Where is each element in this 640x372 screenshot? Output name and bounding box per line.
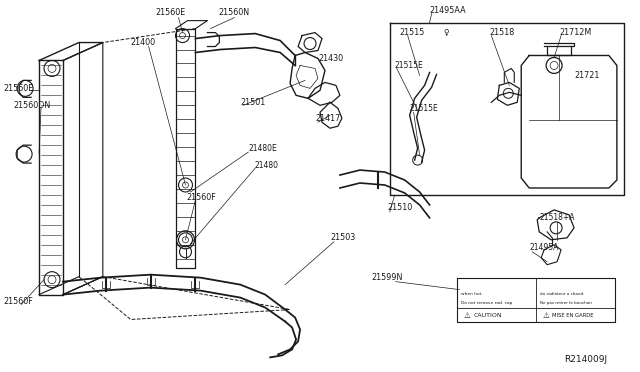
Text: 21503: 21503: [330, 233, 355, 242]
Text: 21417: 21417: [315, 114, 340, 123]
Text: 21560DN: 21560DN: [13, 101, 51, 110]
Text: ⚠: ⚠: [542, 311, 549, 320]
Text: 21515E: 21515E: [395, 61, 424, 70]
Text: 21518: 21518: [490, 28, 515, 37]
Text: R214009J: R214009J: [564, 355, 607, 364]
Text: CAUTION: CAUTION: [474, 313, 502, 318]
Text: 21560E: 21560E: [156, 8, 186, 17]
Text: 21400: 21400: [131, 38, 156, 47]
Text: 21599N: 21599N: [372, 273, 403, 282]
Text: 21721: 21721: [574, 71, 600, 80]
Text: du radiateur a chaud.: du radiateur a chaud.: [540, 292, 584, 296]
Text: 21480E: 21480E: [248, 144, 277, 153]
Text: 21560F: 21560F: [3, 297, 33, 306]
Text: 21518+A: 21518+A: [539, 214, 575, 222]
Text: 21560E: 21560E: [3, 84, 33, 93]
Text: 21515E: 21515E: [410, 104, 438, 113]
Text: 21430: 21430: [318, 54, 343, 63]
Text: 21495A: 21495A: [529, 243, 559, 252]
Text: MISE EN GARDE: MISE EN GARDE: [552, 313, 594, 318]
Text: ⚠: ⚠: [463, 311, 470, 320]
Text: 21712M: 21712M: [559, 28, 591, 37]
Text: Ne pas retirer le bouchon: Ne pas retirer le bouchon: [540, 301, 592, 305]
Text: 21560N: 21560N: [218, 8, 250, 17]
Text: 21510: 21510: [388, 203, 413, 212]
Text: 21480: 21480: [254, 161, 278, 170]
Text: Do not remove rad. cap: Do not remove rad. cap: [461, 301, 513, 305]
Text: 21501: 21501: [240, 98, 266, 107]
Text: 21560F: 21560F: [186, 193, 216, 202]
Text: 21495AA: 21495AA: [429, 6, 466, 15]
Text: ♀: ♀: [444, 28, 449, 37]
Text: when hot.: when hot.: [461, 292, 483, 296]
Text: 21515: 21515: [400, 28, 425, 37]
